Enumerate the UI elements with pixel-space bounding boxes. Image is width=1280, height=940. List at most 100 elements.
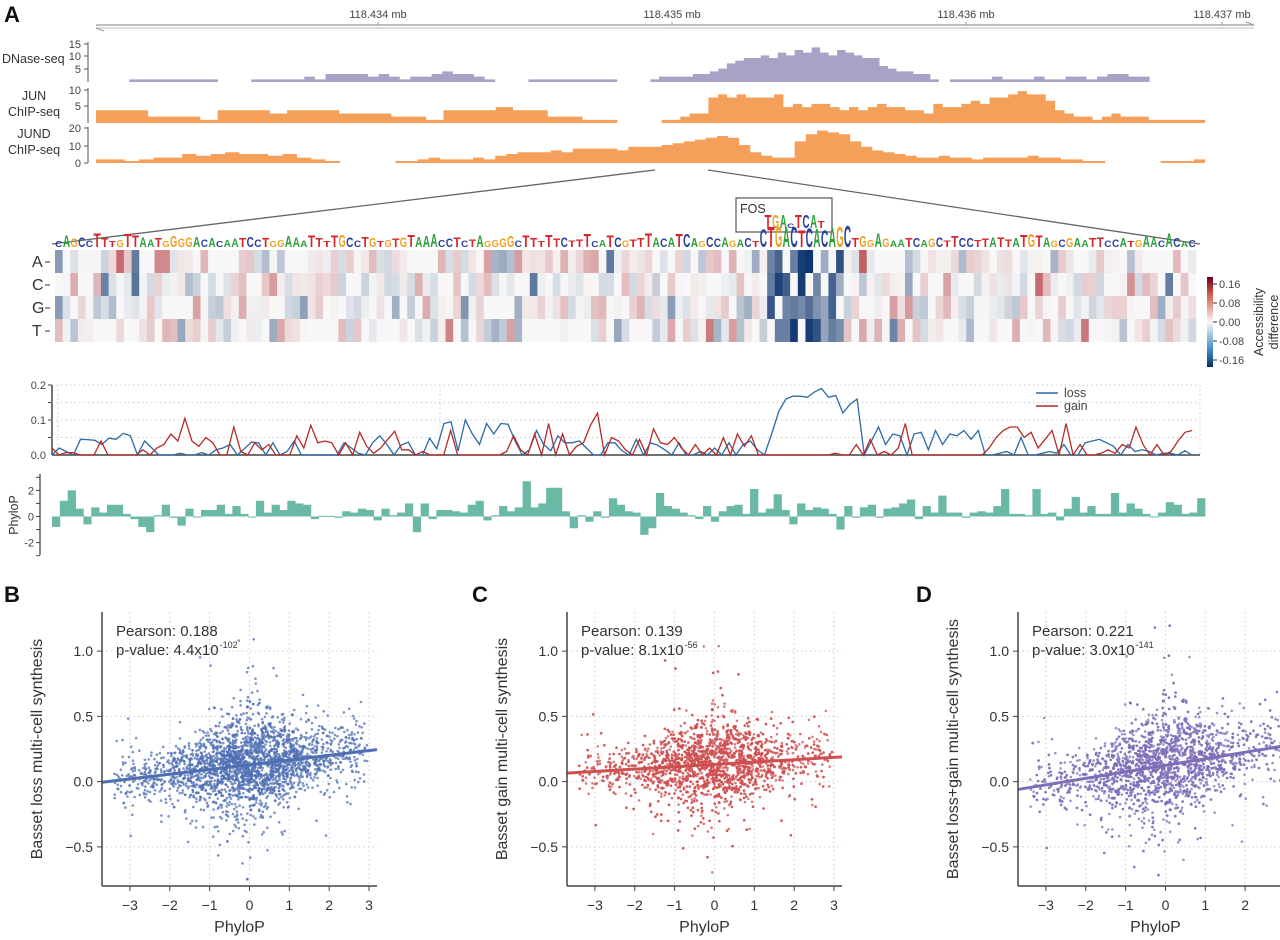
scatter-point (326, 765, 330, 768)
phylop-bar (804, 509, 814, 517)
scatter-point (267, 786, 270, 790)
scatter-point (194, 744, 198, 748)
logo-letter-A: A (989, 234, 996, 250)
scatter-point (169, 797, 172, 801)
heatmap-cell (828, 319, 837, 342)
heatmap-cell (652, 273, 661, 296)
logo-letter-T: T (316, 235, 323, 250)
scatter-point (331, 761, 334, 765)
scatter-point (213, 779, 216, 782)
scatter-point (269, 790, 273, 793)
scatter-point (246, 744, 249, 748)
logo-letter-T: T (538, 240, 545, 249)
heatmap-cell (598, 319, 607, 342)
phylop-bar (146, 516, 155, 533)
scatter-point (292, 781, 296, 785)
logo-letter-T: T (93, 231, 100, 252)
heatmap-cell (774, 319, 783, 342)
scatter-point (143, 772, 147, 776)
phylop-bar (773, 494, 782, 517)
scatter-point (285, 735, 289, 738)
scatter-point (651, 769, 655, 773)
scatter-point (309, 735, 313, 738)
heatmap-cell (100, 296, 109, 319)
scatter-y-tick-label: −0.5 (65, 839, 93, 855)
logo-letter-A: A (652, 234, 659, 250)
scatter-point (284, 768, 287, 771)
scatter-point (313, 772, 317, 776)
heatmap-cell (981, 273, 990, 296)
scatter-point (187, 763, 190, 767)
heatmap-cell (100, 273, 109, 296)
scatter-point (217, 806, 220, 809)
heatmap-cell (116, 319, 125, 342)
scatter-point (304, 761, 307, 764)
heatmap-cell (353, 296, 362, 319)
scatter-point (700, 814, 703, 818)
colorbar-bar (1207, 277, 1213, 367)
scatter-point (238, 721, 241, 725)
phylop-bar (318, 515, 327, 517)
heatmap-cell (920, 319, 929, 342)
scatter-point (211, 835, 215, 838)
scatter-point (164, 798, 167, 801)
scatter-point (313, 768, 317, 771)
heatmap-cell (690, 319, 699, 342)
scatter-point (308, 736, 311, 740)
scatter-point (204, 746, 208, 750)
scatter-point (295, 749, 298, 753)
scatter-point (328, 758, 332, 761)
scatter-point (152, 785, 155, 788)
heatmap-cell (675, 296, 684, 319)
heatmap-cell (598, 273, 607, 296)
logo-letter-C: C (591, 240, 599, 249)
scatter-point (263, 724, 267, 728)
scatter-point (197, 776, 200, 779)
phylop-bar (969, 512, 978, 517)
scatter-point (207, 734, 210, 737)
phylop-bar (1032, 489, 1041, 517)
heatmap-cell (675, 250, 684, 273)
scatter-point (120, 774, 124, 777)
phylop-bar (867, 504, 876, 517)
heatmap-cell (1096, 273, 1105, 296)
logo-letter-A: A (415, 235, 422, 251)
scatter-point (281, 743, 285, 746)
heatmap-cell (744, 273, 753, 296)
heatmap-cell (552, 296, 561, 319)
scatter-point (669, 745, 673, 748)
track-label: ChIP-seq (8, 143, 60, 157)
phylop-bar (1142, 513, 1151, 517)
scatter-point (162, 763, 165, 767)
scatter-point (251, 728, 255, 731)
heatmap-cell (215, 296, 224, 319)
heatmap-cell (330, 250, 339, 273)
phylop-bar (718, 511, 727, 517)
scatter-point (207, 740, 210, 744)
scatter-point (292, 729, 296, 733)
scatter-point (353, 743, 357, 746)
scatter-point (256, 766, 260, 770)
scatter-point (240, 780, 244, 784)
scatter-point (365, 759, 369, 763)
scatter-point (292, 708, 296, 712)
scatter-point (264, 743, 267, 746)
scatter-point (264, 773, 268, 776)
scatter-point (297, 807, 300, 811)
scatter-point (223, 759, 226, 763)
scatter-point (152, 781, 156, 784)
phylop-bar (91, 507, 100, 517)
heatmap-cell (759, 319, 768, 342)
scatter-point (126, 717, 130, 720)
scatter-point (598, 759, 601, 763)
heatmap-cell (77, 250, 86, 273)
phylop-bar (899, 503, 908, 517)
scatter-point (127, 772, 130, 776)
scatter-point (126, 795, 129, 798)
scatter-point (747, 736, 750, 740)
phylop-bar (208, 509, 218, 517)
scatter-point (763, 788, 766, 791)
scatter-point (348, 741, 351, 745)
scatter-point (347, 733, 351, 737)
heatmap-cell (192, 296, 201, 319)
